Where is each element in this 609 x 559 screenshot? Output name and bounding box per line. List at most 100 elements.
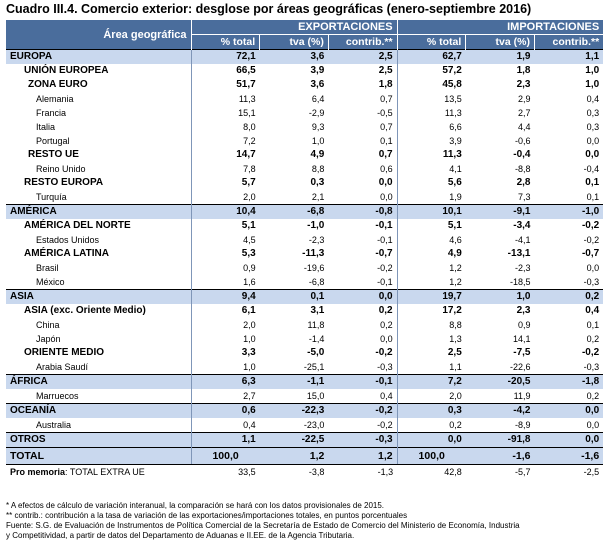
table-row: RESTO UE 14,7 4,9 0,7 11,3 -0,4 0,0 bbox=[6, 148, 603, 162]
cell-value: -8,8 bbox=[514, 164, 531, 174]
cell-value: -1,3 bbox=[328, 464, 398, 479]
footnote: Fuente: S.G. de Evaluación de Instrument… bbox=[6, 521, 520, 530]
row-label: Reino Unido bbox=[36, 164, 86, 174]
cell-value: -0,2 bbox=[328, 403, 398, 418]
table-title: Cuadro III.4. Comercio exterior: desglos… bbox=[6, 2, 532, 16]
cell-value: -0,2 bbox=[375, 347, 393, 358]
cell-value: 33,5 bbox=[191, 464, 260, 479]
cell-value: -0,3 bbox=[328, 432, 398, 448]
table-row: Italia 8,0 9,3 0,7 6,6 4,4 0,3 bbox=[6, 120, 603, 134]
col-header: contrib.** bbox=[533, 34, 604, 50]
cell-value: 0,2 bbox=[586, 334, 600, 344]
cell-value: 5,6 bbox=[396, 176, 466, 190]
cell-value: 66,5 bbox=[190, 64, 260, 78]
footnotes: * A efectos de cálculo de variación inte… bbox=[6, 501, 606, 541]
cell-value: 1,2 bbox=[396, 261, 466, 275]
cell-value: 6,6 bbox=[396, 120, 466, 134]
cell-value: 1,9 bbox=[465, 49, 535, 64]
memo-row: Pro memoria: TOTAL EXTRA UE 33,5 -3,8 -1,3 4… bbox=[6, 464, 604, 479]
cell-value: 0,1 bbox=[586, 192, 600, 202]
cell-value: 5,7 bbox=[190, 176, 260, 190]
cell-value: 2,7 bbox=[517, 108, 531, 118]
cell-value: 0,4 bbox=[190, 418, 260, 433]
header-row-groups: Área geográfica EXPORTACIONES IMPORTACIO… bbox=[6, 20, 604, 50]
cell-value: 7,2 bbox=[396, 374, 466, 389]
col-header: tva (%) bbox=[465, 34, 535, 50]
row-label: TOTAL bbox=[6, 447, 191, 465]
cell-value: 0,4 bbox=[380, 391, 393, 401]
table-row: China 2,0 11,8 0,2 8,8 0,9 0,1 bbox=[6, 318, 603, 332]
cell-value: -1,4 bbox=[308, 334, 325, 344]
cell-value: 10,4 bbox=[190, 204, 260, 219]
cell-value: 0,1 bbox=[380, 136, 393, 146]
table-row: Arabia Saudí 1,0 -25,1 -0,3 1,1 -22,6 -0,3 bbox=[6, 360, 603, 375]
cell-value: -1,8 bbox=[534, 374, 604, 389]
cell-value: -0,2 bbox=[583, 235, 600, 245]
table-row: UNIÓN EUROPEA 66,5 3,9 2,5 57,2 1,8 1,0 bbox=[6, 64, 603, 78]
cell-value: 14,1 bbox=[512, 334, 531, 344]
cell-value: -8,9 bbox=[514, 420, 531, 430]
cell-value: 1,0 bbox=[585, 65, 600, 76]
footnote: y Competitividad, a partir de datos del … bbox=[6, 531, 355, 540]
cell-value: 0,0 bbox=[586, 136, 600, 146]
cell-value: -3,4 bbox=[513, 220, 531, 231]
cell-value: 0,3 bbox=[396, 403, 466, 418]
cell-value: 0,9 bbox=[517, 320, 531, 330]
cell-value: 0,9 bbox=[190, 261, 260, 275]
cell-value: -7,5 bbox=[513, 347, 531, 358]
cell-value: 10,1 bbox=[396, 204, 466, 219]
table-row: OTROS 1,1 -22,5 -0,3 0,0 -91,8 0,0 bbox=[6, 432, 604, 448]
cell-value: 0,3 bbox=[310, 177, 325, 188]
cell-value: 0,3 bbox=[586, 108, 600, 118]
row-label: ÁFRICA bbox=[6, 374, 191, 389]
cell-value: 1,9 bbox=[396, 190, 466, 205]
cell-value: 100,0 bbox=[396, 447, 466, 465]
table-body: EUROPA 72,1 3,6 2,5 62,7 1,9 1,1 UNIÓN EUROPEA 6… bbox=[6, 49, 604, 479]
area-header: Área geográfica bbox=[6, 20, 192, 50]
cell-value: -6,8 bbox=[259, 204, 329, 219]
table-row: Alemania 11,3 6,4 0,7 13,5 2,9 0,4 bbox=[6, 92, 603, 106]
cell-value: 0,0 bbox=[380, 192, 393, 202]
cell-value: 11,3 bbox=[190, 92, 260, 106]
cell-value: 0,0 bbox=[396, 432, 466, 448]
row-label: Brasil bbox=[36, 263, 59, 273]
cell-value: 0,2 bbox=[378, 305, 393, 316]
table-row: Estados Unidos 4,5 -2,3 -0,1 4,6 -4,1 -0,2 bbox=[6, 233, 603, 247]
table-row: Marruecos 2,7 15,0 0,4 2,0 11,9 0,2 bbox=[6, 389, 603, 404]
footnote: * A efectos de cálculo de variación inte… bbox=[6, 501, 385, 510]
row-label: EUROPA bbox=[6, 49, 191, 64]
row-label: Francia bbox=[36, 108, 67, 118]
col-header: contrib.** bbox=[327, 34, 398, 50]
cell-value: 1,2 bbox=[396, 275, 466, 290]
row-label: ORIENTE MEDIO bbox=[24, 347, 105, 358]
cell-value: 57,2 bbox=[396, 64, 466, 78]
cell-value: -2,5 bbox=[534, 464, 604, 479]
cell-value: 8,8 bbox=[396, 318, 466, 332]
cell-value: 7,8 bbox=[190, 162, 260, 176]
row-label: Australia bbox=[36, 420, 72, 430]
cell-value: 4,9 bbox=[310, 149, 325, 160]
cell-value: -13,1 bbox=[507, 248, 531, 259]
cell-value: -0,2 bbox=[581, 347, 600, 358]
cell-value: 1,2 bbox=[259, 447, 329, 465]
col-header: tva (%) bbox=[259, 34, 329, 50]
cell-value: 4,4 bbox=[517, 122, 531, 132]
cell-value: 2,3 bbox=[516, 79, 531, 90]
exports-header: EXPORTACIONES bbox=[190, 20, 398, 35]
cell-value: 3,9 bbox=[396, 134, 466, 148]
trade-table: Área geográfica EXPORTACIONES IMPORTACIO… bbox=[6, 20, 604, 479]
cell-value: 51,7 bbox=[190, 78, 260, 92]
table-row: EUROPA 72,1 3,6 2,5 62,7 1,9 1,1 bbox=[6, 49, 604, 64]
cell-value: -0,7 bbox=[581, 248, 600, 259]
cell-value: 2,9 bbox=[517, 94, 531, 104]
row-label: China bbox=[36, 320, 60, 330]
cell-value: 0,6 bbox=[380, 164, 393, 174]
footnote: ** contrib.: contribución a la tasa de v… bbox=[6, 511, 408, 520]
cell-value: -19,6 bbox=[303, 263, 325, 273]
cell-value: -2,3 bbox=[514, 263, 531, 273]
cell-value: -6,8 bbox=[308, 277, 325, 287]
cell-value: -0,1 bbox=[377, 235, 393, 245]
row-label: Pro memoria: TOTAL EXTRA UE bbox=[6, 464, 191, 479]
table-row: Australia 0,4 -23,0 -0,2 0,2 -8,9 0,0 bbox=[6, 418, 603, 433]
cell-value: 100,0 bbox=[190, 447, 260, 465]
